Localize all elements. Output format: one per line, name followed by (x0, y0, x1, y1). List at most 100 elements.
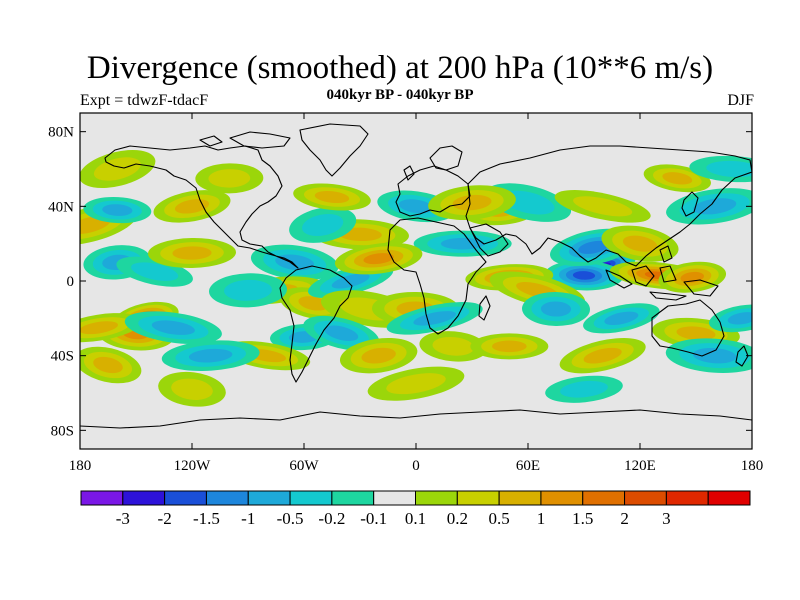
coast-africa (387, 217, 487, 335)
field-contour (131, 262, 179, 281)
colorbar-box (707, 490, 751, 506)
colorbar-box (498, 490, 542, 506)
lon-tick-label: 0 (412, 458, 420, 474)
colorbar-box (164, 490, 207, 506)
divergence-field (80, 149, 752, 407)
field-blob (303, 315, 380, 351)
field-contour (662, 172, 693, 185)
field-blob (658, 261, 727, 293)
colorbar-box (289, 490, 333, 506)
coast-arabia (469, 223, 509, 257)
field-blob (334, 242, 423, 275)
field-contour (93, 356, 123, 374)
field-blob (522, 291, 590, 327)
field-contour (578, 240, 609, 254)
colorbar-box (331, 490, 375, 506)
field-blob (545, 375, 623, 403)
lon-tick-label: 120E (624, 458, 656, 474)
field-contour (208, 169, 251, 188)
colorbar-box (205, 490, 249, 506)
field-contour (331, 273, 370, 289)
coast-south-america (279, 265, 353, 383)
field-contour (583, 347, 622, 364)
coast-antarctica (80, 409, 752, 429)
field-blob (559, 338, 646, 374)
field-contour (706, 160, 752, 178)
lon-tick-label: 180 (69, 458, 92, 474)
field-contour (692, 347, 737, 364)
field-contour (80, 215, 111, 235)
plot-subtitle: 040kyr BP - 040kyr BP (326, 87, 474, 103)
field-blob (153, 190, 231, 223)
field-blob (209, 273, 287, 308)
colorbar-box (373, 490, 416, 506)
colorbar-box (582, 490, 626, 506)
field-blob (689, 155, 752, 183)
field-contour (324, 325, 359, 341)
field-contour (80, 321, 119, 335)
lon-tick-label: 60W (289, 458, 319, 474)
field-blob (554, 190, 651, 223)
field-blob (80, 149, 156, 189)
field-contour (727, 312, 752, 325)
coast-scandinavia (403, 145, 463, 181)
field-blob (148, 237, 236, 269)
colorbar-label: -3 (116, 509, 130, 528)
field-contour (573, 196, 633, 217)
lat-tick-label: 40S (51, 349, 74, 365)
field-blob (545, 260, 623, 291)
field-contour (492, 340, 527, 353)
field-contour (432, 336, 475, 356)
field-blob (293, 183, 371, 211)
colorbar-box (665, 490, 709, 506)
field-contour (172, 246, 212, 260)
field-blob (386, 302, 483, 335)
field-contour (386, 373, 446, 395)
colorbar-box (624, 490, 667, 506)
coast-asia (465, 145, 752, 267)
field-contour (622, 235, 658, 252)
longitude-axis: 180 120W 60W 0 60E 120E 180 (69, 113, 763, 474)
colorbar-box (80, 490, 124, 506)
colorbar-label: 2 (620, 509, 629, 528)
lon-tick-label: 120W (174, 458, 212, 474)
colorbar-box (247, 490, 291, 506)
field-blob (158, 371, 226, 407)
field-blob (80, 346, 142, 384)
colorbar-label: 0.2 (447, 509, 468, 528)
lat-tick-label: 40N (48, 199, 74, 215)
field-contour (151, 320, 195, 335)
field-contour (302, 213, 344, 237)
colorbar-label: 1 (537, 509, 546, 528)
lon-tick-label: 60E (516, 458, 540, 474)
field-blob (339, 337, 418, 374)
colorbar-label: 0.5 (489, 509, 510, 528)
experiment-label: Expt = tdwzF-tdacF (80, 92, 209, 109)
colorbar-box (456, 490, 500, 506)
colorbar-label: -0.5 (277, 509, 304, 528)
field-blob (195, 163, 264, 194)
coast-europe (395, 165, 471, 217)
field-blob (419, 331, 488, 362)
colorbar-label: 3 (662, 509, 671, 528)
field-blob (428, 185, 516, 220)
field-blob (367, 366, 465, 401)
coast-australia (651, 299, 725, 357)
lat-tick-label: 80N (48, 125, 74, 141)
field-blob (470, 333, 549, 360)
colorbar-label: 0.1 (405, 509, 426, 528)
field-contour (560, 380, 608, 398)
field-contour (298, 296, 329, 311)
field-contour (174, 199, 210, 214)
coast-arctic-islands (199, 131, 291, 149)
coast-north-america (104, 145, 299, 269)
plot-title: Divergence (smoothed) at 200 hPa (10**6 … (86, 50, 714, 86)
coast-new-zealand (735, 345, 749, 367)
field-contour (572, 271, 596, 280)
field-contour (102, 204, 133, 216)
field-blob (124, 311, 222, 345)
coast-madagascar (478, 295, 491, 321)
colorbar-box (540, 490, 584, 506)
field-contour (224, 279, 272, 301)
